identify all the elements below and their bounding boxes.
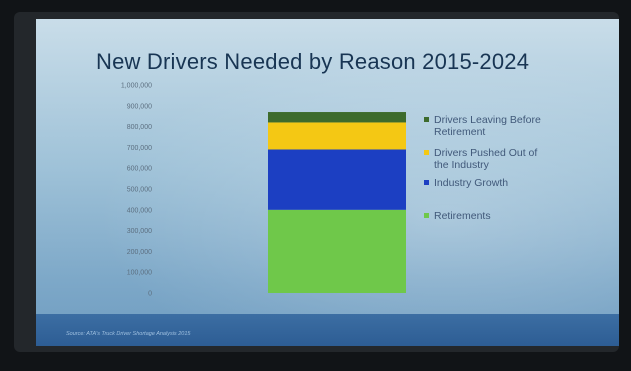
legend-swatch	[424, 150, 429, 155]
y-tick-label: 300,000	[127, 228, 152, 235]
y-tick-label: 1,000,000	[121, 83, 152, 90]
bar-segment-retirements	[268, 210, 406, 293]
legend-swatch	[424, 117, 429, 122]
legend-label: the Industry	[434, 159, 490, 171]
legend-label: Drivers Pushed Out of	[434, 147, 537, 159]
legend-swatch	[424, 180, 429, 185]
legend-swatch	[424, 213, 429, 218]
slide: New Drivers Needed by Reason 2015-2024 0…	[36, 19, 619, 346]
screen-frame: New Drivers Needed by Reason 2015-2024 0…	[14, 12, 619, 352]
y-tick-label: 900,000	[127, 103, 152, 110]
bar-segment-drivers-pushed-out-of-the-industry	[268, 122, 406, 149]
legend-label: Industry Growth	[434, 177, 508, 189]
legend-label: Retirement	[434, 126, 485, 138]
legend-label: Retirements	[434, 210, 491, 222]
y-tick-label: 500,000	[127, 187, 152, 194]
bar-segment-industry-growth	[268, 149, 406, 209]
y-tick-label: 200,000	[127, 249, 152, 256]
y-tick-label: 700,000	[127, 145, 152, 152]
y-tick-label: 600,000	[127, 166, 152, 173]
y-tick-label: 0	[148, 291, 152, 298]
y-tick-label: 100,000	[127, 270, 152, 277]
source-note: Source: ATA's Truck Driver Shortage Anal…	[66, 331, 190, 337]
legend-label: Drivers Leaving Before	[434, 114, 541, 126]
y-tick-label: 800,000	[127, 124, 152, 131]
y-tick-label: 400,000	[127, 207, 152, 214]
chart: 0 100,000 200,000 300,000 400,000 500,000 600,…	[36, 19, 619, 346]
bar-segment-drivers-leaving-before-retirement	[268, 112, 406, 122]
